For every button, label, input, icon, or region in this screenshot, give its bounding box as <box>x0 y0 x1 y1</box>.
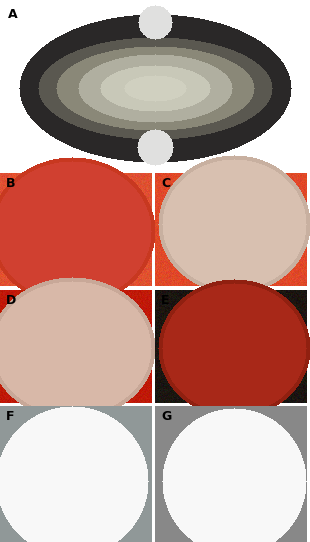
Text: F: F <box>6 410 15 423</box>
Text: G: G <box>161 410 171 423</box>
Text: D: D <box>6 294 16 307</box>
Text: B: B <box>6 177 16 190</box>
Text: A: A <box>8 8 18 21</box>
Text: E: E <box>161 294 170 307</box>
Text: C: C <box>161 177 170 190</box>
